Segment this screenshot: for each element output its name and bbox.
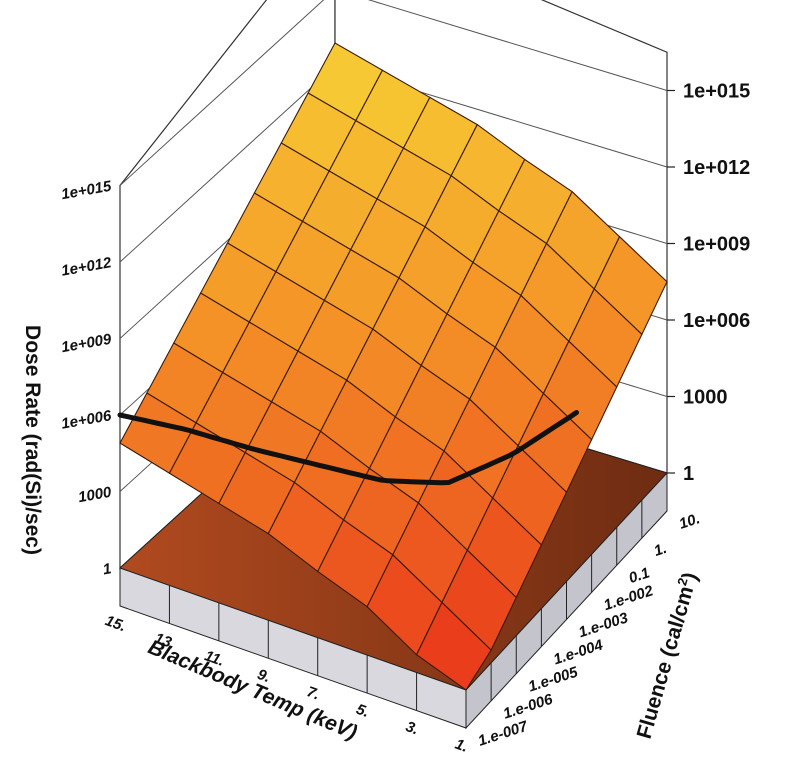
y-tick-label: 1.e-005	[526, 663, 580, 695]
x-tick-label: 9.	[255, 666, 273, 686]
y-tick-label: 1.e-002	[602, 582, 656, 614]
z-tick-right-label: 1e+009	[683, 234, 750, 256]
y-tick-label: 1.e-004	[551, 636, 605, 668]
y-tick-label: 1.e-007	[476, 718, 530, 750]
x-tick-label: 13.	[152, 630, 177, 653]
z-tick-right-label: 1	[683, 463, 694, 485]
z-tick-left-label: 1e+015	[60, 178, 113, 204]
x-tick-label: 1.	[453, 736, 471, 756]
surface-mesh	[119, 42, 668, 691]
y-tick-label: 10.	[677, 510, 702, 533]
z-tick-left-label: 1e+006	[60, 407, 113, 433]
surface-cell	[415, 601, 492, 691]
y-tick-label: 0.1	[627, 564, 652, 587]
x-tick-label: 5.	[354, 701, 372, 721]
z-tick-right-label: 1e+006	[683, 310, 750, 332]
z-tick-right-label: 1e+015	[683, 81, 750, 103]
y-axis-title-sup: 2	[674, 576, 690, 587]
y-tick-label: 1.	[652, 540, 669, 560]
z-axis-left-ticks: 1 1000 1e+006 1e+009 1e+012 1e+015	[60, 178, 113, 579]
z-tick-left-label: 1e+012	[60, 254, 113, 280]
z-tick-left-label: 1000	[77, 484, 113, 507]
x-tick-label: 11.	[202, 647, 226, 670]
z-tick-right-label: 1000	[683, 387, 728, 409]
x-axis-ticks: 15. 13. 11. 9. 7. 5. 3. 1.	[103, 612, 470, 756]
z-axis-right-ticks: 1 1000 1e+006 1e+009 1e+012 1e+015	[667, 81, 750, 485]
wall-gridline	[119, 0, 668, 186]
z-tick-right-label: 1e+012	[683, 157, 750, 179]
z-tick-left-label: 1e+009	[60, 331, 113, 357]
z-tick-left-label: 1	[102, 560, 113, 578]
x-tick-label: 15.	[103, 612, 128, 635]
x-tick-label: 3.	[403, 718, 421, 738]
z-axis-title: Dose Rate (rad(Si)/sec)	[21, 325, 44, 555]
threshold-curve	[117, 410, 579, 486]
y-tick-label: 1.e-003	[576, 609, 630, 641]
y-axis-title-main: Fluence (cal/cm	[633, 584, 699, 742]
x-tick-label: 7.	[304, 683, 322, 703]
y-tick-label: 1.e-006	[501, 691, 555, 723]
